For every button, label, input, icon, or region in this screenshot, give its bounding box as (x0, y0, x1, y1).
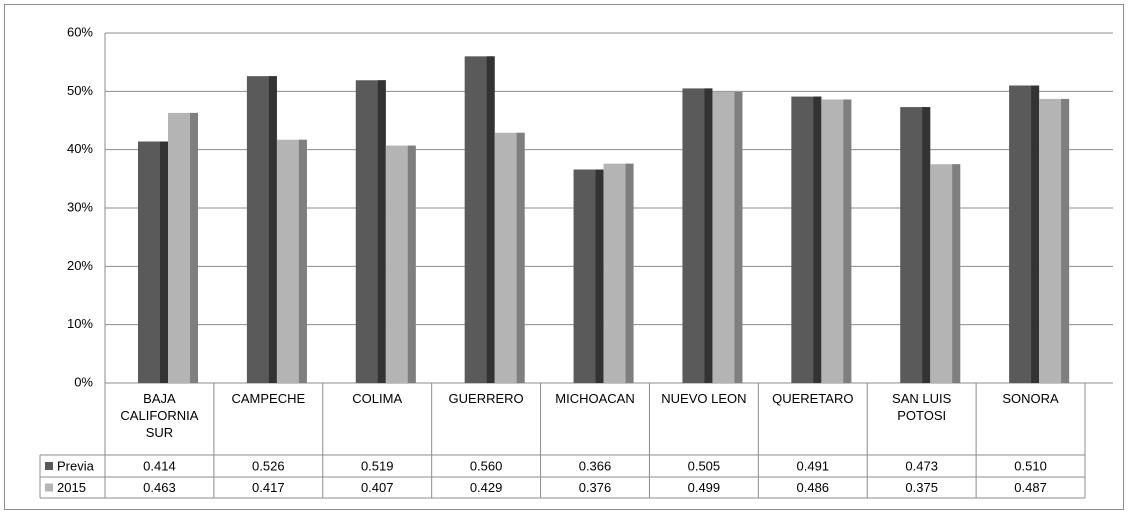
table-cell: 0.375 (905, 480, 938, 495)
y-tick-label: 30% (67, 199, 93, 214)
legend-label: Previa (57, 458, 95, 473)
bar-side (813, 96, 822, 383)
table-cell: 0.487 (1014, 480, 1047, 495)
table-cell: 0.526 (252, 458, 285, 473)
table-cell: 0.366 (579, 458, 612, 473)
chart-border (4, 4, 1124, 510)
table-cell: 0.491 (797, 458, 830, 473)
table-cell: 0.499 (688, 480, 721, 495)
legend-swatch (45, 462, 53, 470)
table-cell: 0.519 (361, 458, 394, 473)
table-cell: 0.429 (470, 480, 503, 495)
bar-side (1031, 85, 1040, 383)
bar-side (160, 141, 168, 383)
table-cell: 0.560 (470, 458, 503, 473)
table-cell: 0.417 (252, 480, 285, 495)
table-cell: 0.407 (361, 480, 394, 495)
bar-side (625, 163, 634, 383)
bar-side (268, 76, 277, 384)
x-tick-label: NUEVO LEON (661, 391, 746, 406)
y-tick-label: 50% (67, 83, 93, 98)
bar-side (595, 169, 604, 383)
x-tick-label: COLIMA (352, 391, 402, 406)
bar-side (1061, 98, 1070, 384)
bar-side (377, 80, 386, 383)
bar-side (298, 139, 307, 383)
x-tick-label: GUERRERO (449, 391, 524, 406)
table-cell: 0.486 (797, 480, 830, 495)
bar-side (407, 145, 416, 383)
table-cell: 0.505 (688, 458, 721, 473)
x-tick-label: SAN LUIS POTOSI (892, 391, 952, 423)
bar-side (486, 56, 495, 383)
table-cell: 0.473 (905, 458, 938, 473)
table-cell: 0.510 (1014, 458, 1047, 473)
x-tick-label: SONORA (1002, 391, 1059, 406)
x-tick-label: QUERETARO (772, 391, 853, 406)
y-tick-label: 20% (67, 258, 93, 273)
bar-side (704, 88, 713, 384)
y-tick-label: 0% (74, 374, 93, 389)
y-tick-label: 60% (67, 24, 93, 39)
x-tick-label: MICHOACAN (555, 391, 634, 406)
bar-side (734, 91, 743, 384)
legend-swatch (45, 483, 53, 492)
table-cell: 0.463 (143, 480, 176, 495)
bar-side (952, 164, 961, 383)
bar-side (843, 99, 852, 383)
table-cell: 0.414 (143, 458, 176, 473)
table-cell: 0.376 (579, 480, 612, 495)
y-tick-label: 10% (67, 316, 93, 331)
bar-side (190, 112, 198, 384)
bar-side (922, 107, 931, 383)
x-tick-label: BAJA CALIFORNIA SUR (120, 391, 198, 440)
legend-label: 2015 (57, 480, 86, 495)
bar-side (516, 132, 525, 383)
x-tick-label: CAMPECHE (231, 391, 305, 406)
y-tick-label: 40% (67, 141, 93, 156)
